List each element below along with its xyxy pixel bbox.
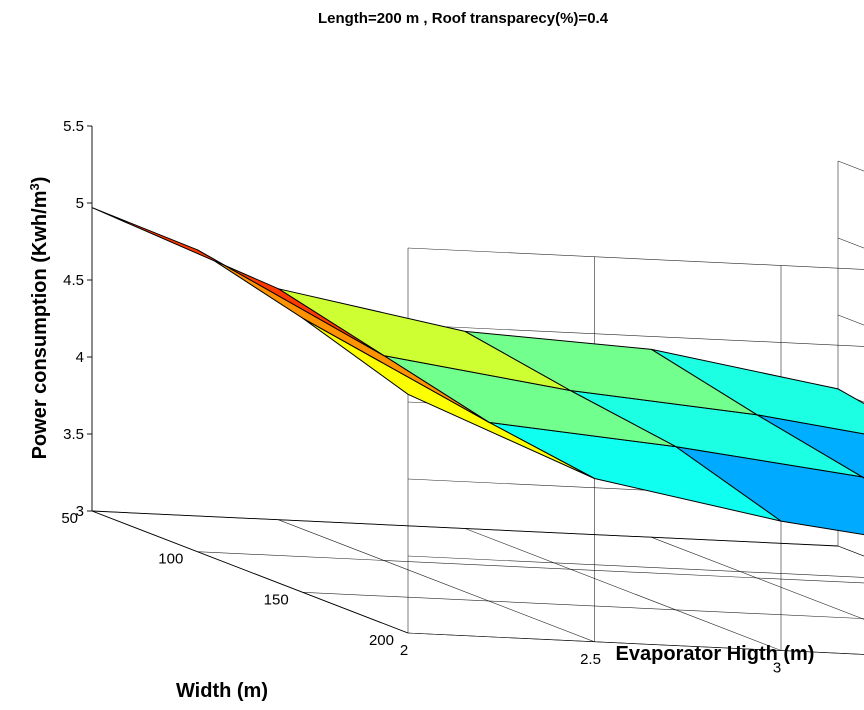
z-tick-label: 3.5: [63, 426, 84, 443]
grid-line: [302, 592, 864, 619]
z-tick-label: 4.5: [63, 272, 84, 289]
z-tick-label: 4: [76, 349, 84, 366]
y-tick-label: 50: [61, 510, 78, 527]
y-tick-label: 150: [264, 591, 289, 608]
x-tick-label: 2: [400, 642, 408, 659]
x-axis-line: [91, 510, 839, 547]
z-tick-label: 3: [76, 503, 84, 520]
surface-layer: [91, 207, 864, 536]
tick-layer: 33.544.555.522.533.5450100150200: [61, 118, 781, 677]
y-tick-label: 200: [369, 632, 394, 649]
y-axis-label: Width (m): [176, 680, 268, 702]
x-tick-label: 3: [773, 660, 781, 677]
z-tick-label: 5: [76, 195, 84, 212]
z-axis-label-main: Power consumption (Kwh/m: [29, 191, 51, 460]
grid-line: [407, 247, 864, 270]
y-tick-label: 100: [158, 551, 183, 568]
chart-title: Length=200 m , Roof transparecy(%)=0.4: [318, 10, 609, 27]
grid-line: [407, 324, 864, 347]
grid-line: [651, 537, 864, 620]
grid-line: [837, 545, 864, 557]
grid-line: [837, 545, 864, 557]
z-axis-label-tail: ): [29, 177, 51, 184]
grid-line: [197, 551, 864, 584]
x-axis-label: Evaporator Higth (m): [616, 643, 815, 665]
x-tick-label: 2.5: [580, 651, 601, 668]
z-axis-label-sup: 3: [27, 183, 42, 190]
grid-line: [464, 528, 782, 651]
y-axis-line: [91, 510, 409, 634]
grid-line: [837, 160, 864, 172]
grid-line: [407, 555, 864, 578]
z-tick-label: 5.5: [63, 118, 84, 135]
grid-line: [278, 519, 595, 643]
grid-line: [837, 237, 864, 249]
surface-patch: [91, 207, 385, 357]
grid-line: [407, 632, 864, 655]
z-axis-label: Power consumption (Kwh/m3): [27, 177, 52, 460]
